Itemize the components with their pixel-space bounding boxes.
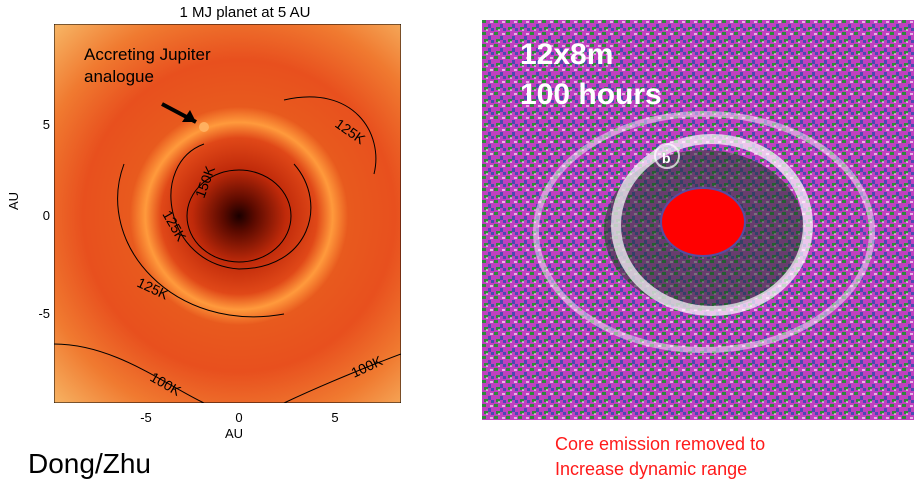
disk-simulation-image: Accreting Jupiter analogue 125K 150K 125…	[54, 24, 401, 403]
planet-label: b	[662, 150, 671, 166]
caption-line-2: Increase dynamic range	[555, 459, 748, 479]
core-mask	[660, 187, 746, 257]
left-panel-title: 1 MJ planet at 5 AU	[179, 4, 311, 21]
x-axis-label: AU	[225, 426, 244, 441]
exposure-line-2: 100 hours	[520, 78, 662, 111]
credit-text: Dong/Zhu	[28, 448, 151, 479]
exposure-line-1: 12x8m	[520, 38, 614, 71]
planet-marker	[199, 122, 209, 132]
x-tick-label: 5	[331, 410, 339, 425]
y-tick-label: 0	[42, 208, 50, 223]
annotation-line-2: analogue	[84, 67, 154, 86]
y-tick-label: -5	[38, 306, 50, 321]
y-axis-label: AU	[6, 191, 21, 210]
x-tick-label: 0	[235, 410, 243, 425]
y-tick-label: 5	[42, 117, 50, 132]
caption-line-1: Core emission removed to	[555, 434, 766, 454]
annotation-line-1: Accreting Jupiter	[84, 45, 211, 64]
disk-ring	[611, 134, 813, 316]
planet-marker	[654, 143, 680, 169]
observation-image: b	[482, 20, 914, 420]
x-tick-label: -5	[140, 410, 152, 425]
